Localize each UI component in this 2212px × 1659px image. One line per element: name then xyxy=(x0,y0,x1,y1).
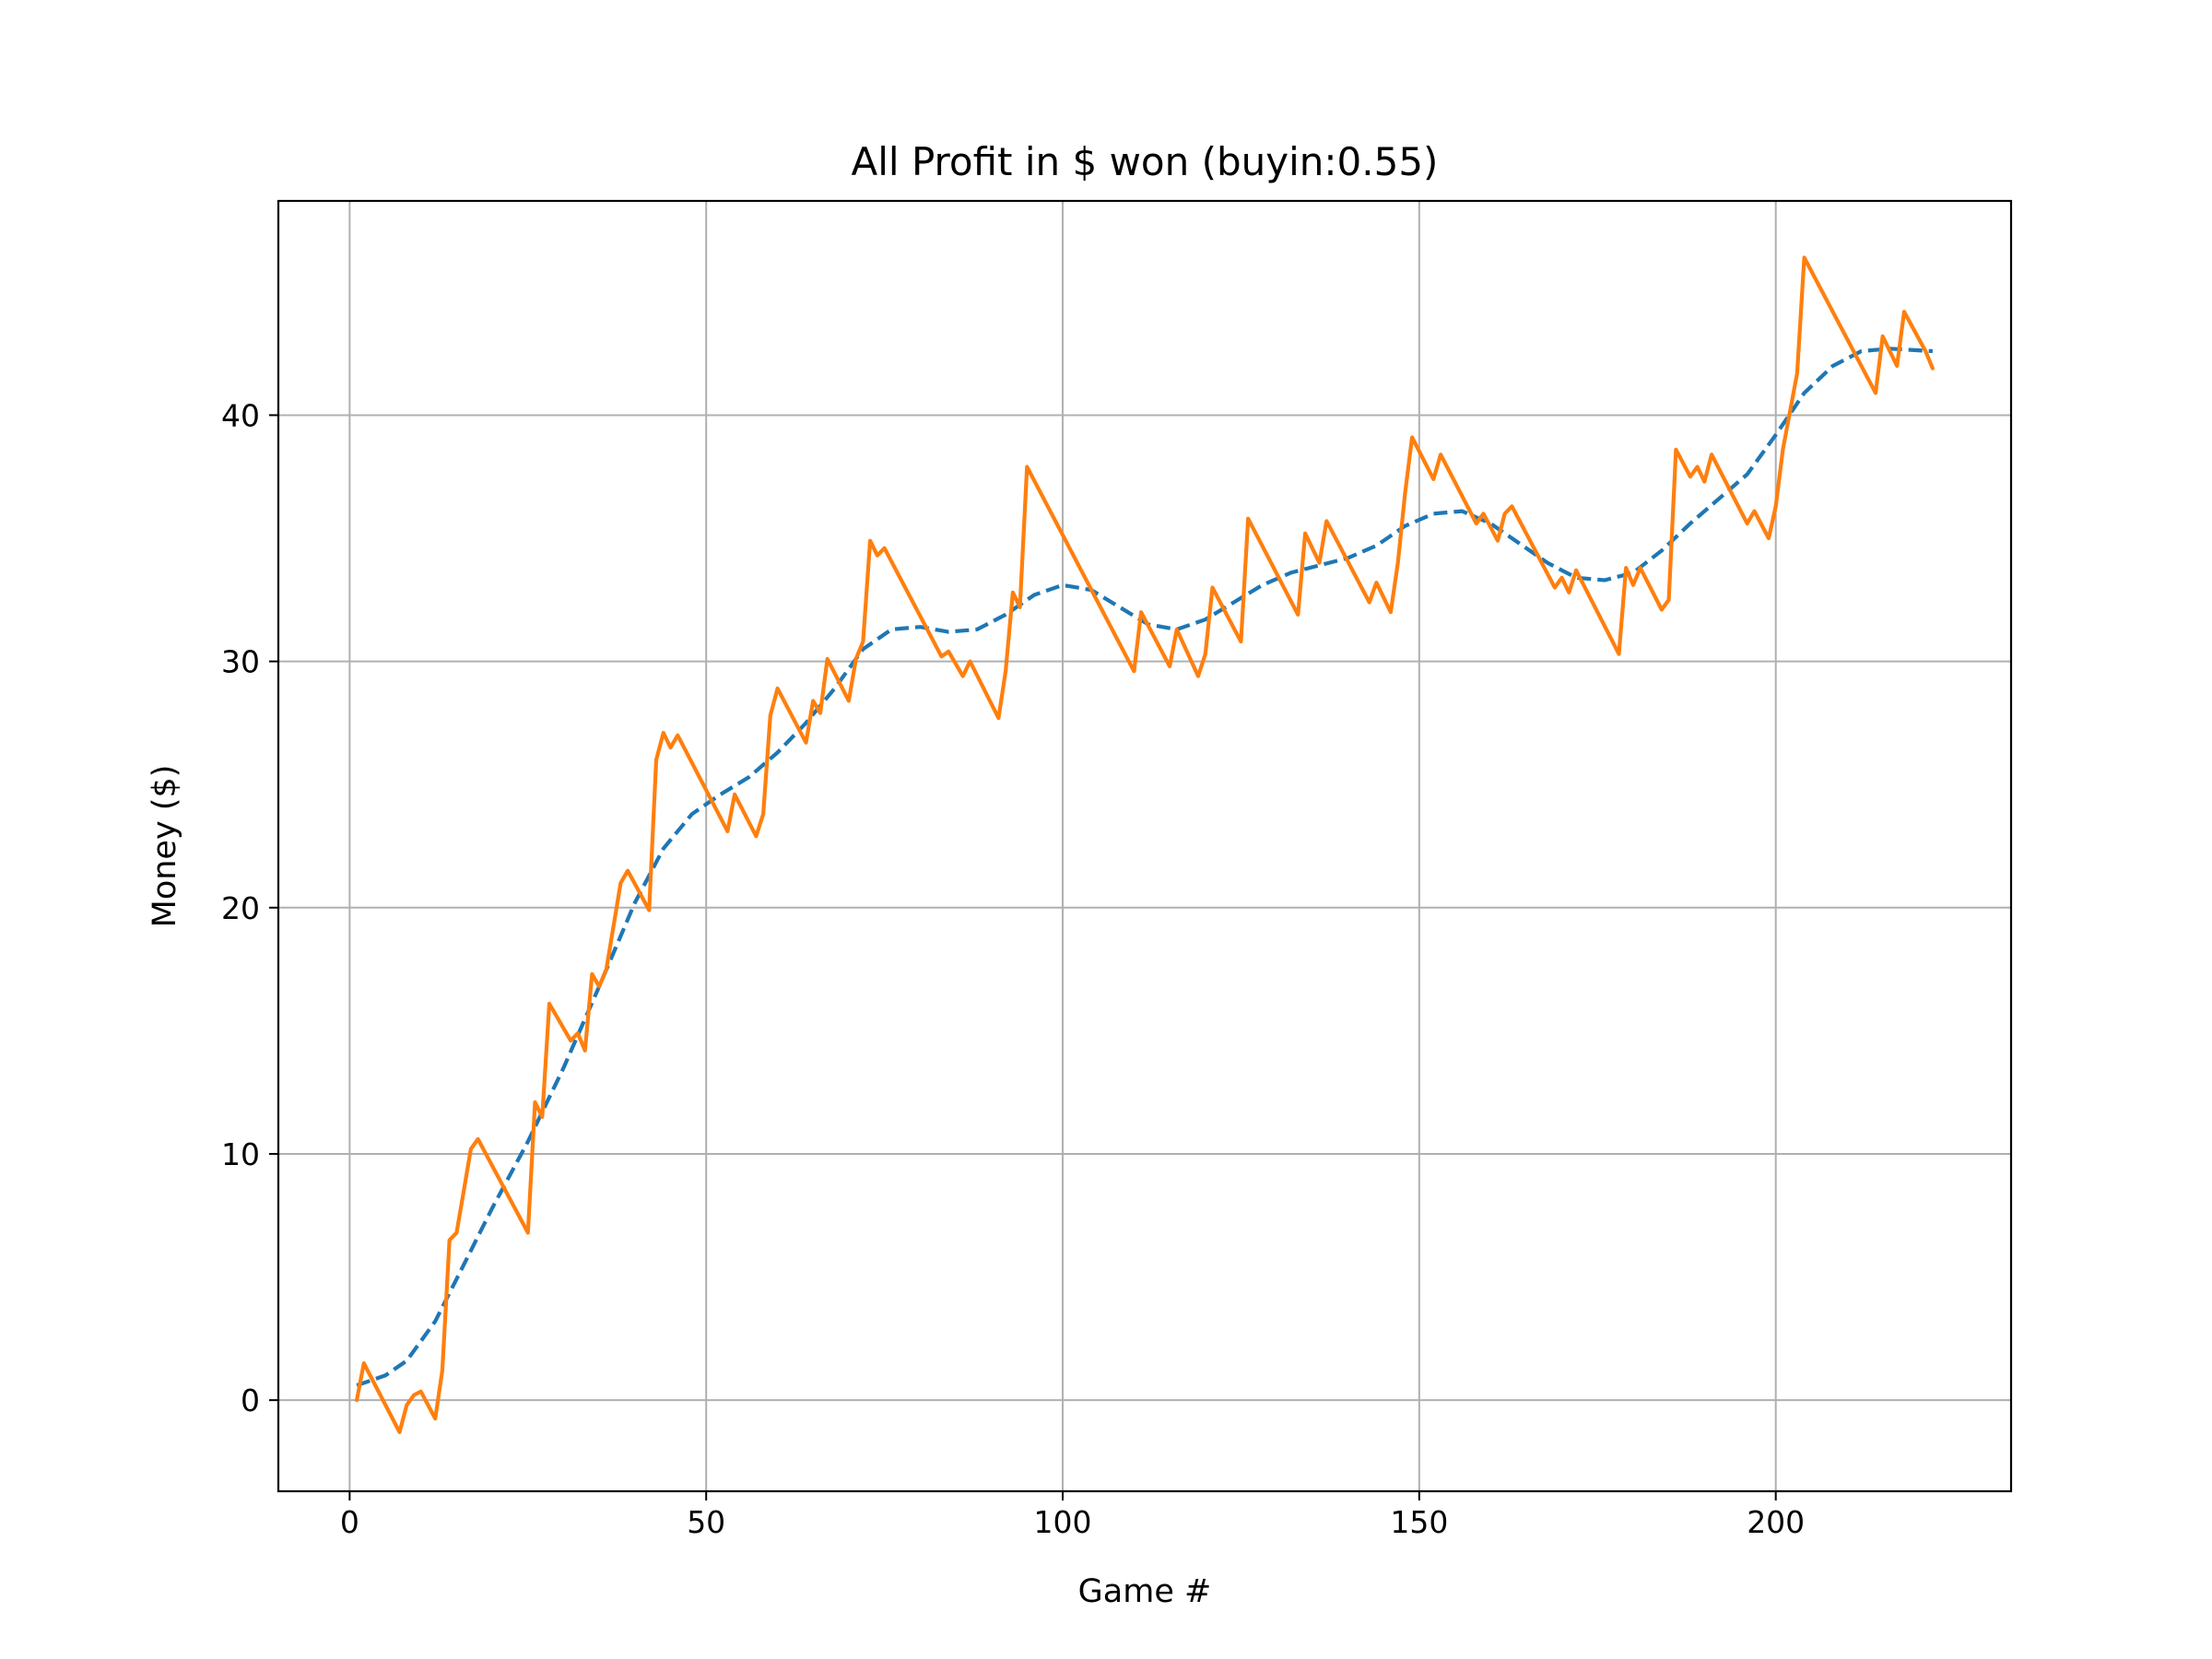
y-tick-label: 20 xyxy=(221,890,260,926)
x-tick-label: 200 xyxy=(1747,1504,1805,1540)
y-tick-label: 10 xyxy=(221,1136,260,1172)
x-axis-label: Game # xyxy=(1078,1573,1212,1610)
y-tick-label: 40 xyxy=(221,397,260,433)
series-layer xyxy=(355,255,1935,1434)
y-tick-label: 30 xyxy=(221,644,260,680)
y-tick-label: 0 xyxy=(241,1382,260,1418)
x-tick-label: 150 xyxy=(1390,1504,1448,1540)
y-axis: 0 10 20 30 40 xyxy=(221,397,278,1418)
y-axis-label: Money ($) xyxy=(147,765,183,928)
plot-frame xyxy=(276,199,2013,1493)
x-tick-label: 0 xyxy=(340,1504,359,1540)
profit-line-series xyxy=(355,255,1935,1434)
chart-title: All Profit in $ won (buyin:0.55) xyxy=(852,139,1439,184)
x-tick-label: 100 xyxy=(1034,1504,1092,1540)
x-tick-label: 50 xyxy=(687,1504,725,1540)
grid-lines xyxy=(278,201,2011,1491)
x-axis: 0 50 100 150 200 xyxy=(340,1491,1805,1540)
